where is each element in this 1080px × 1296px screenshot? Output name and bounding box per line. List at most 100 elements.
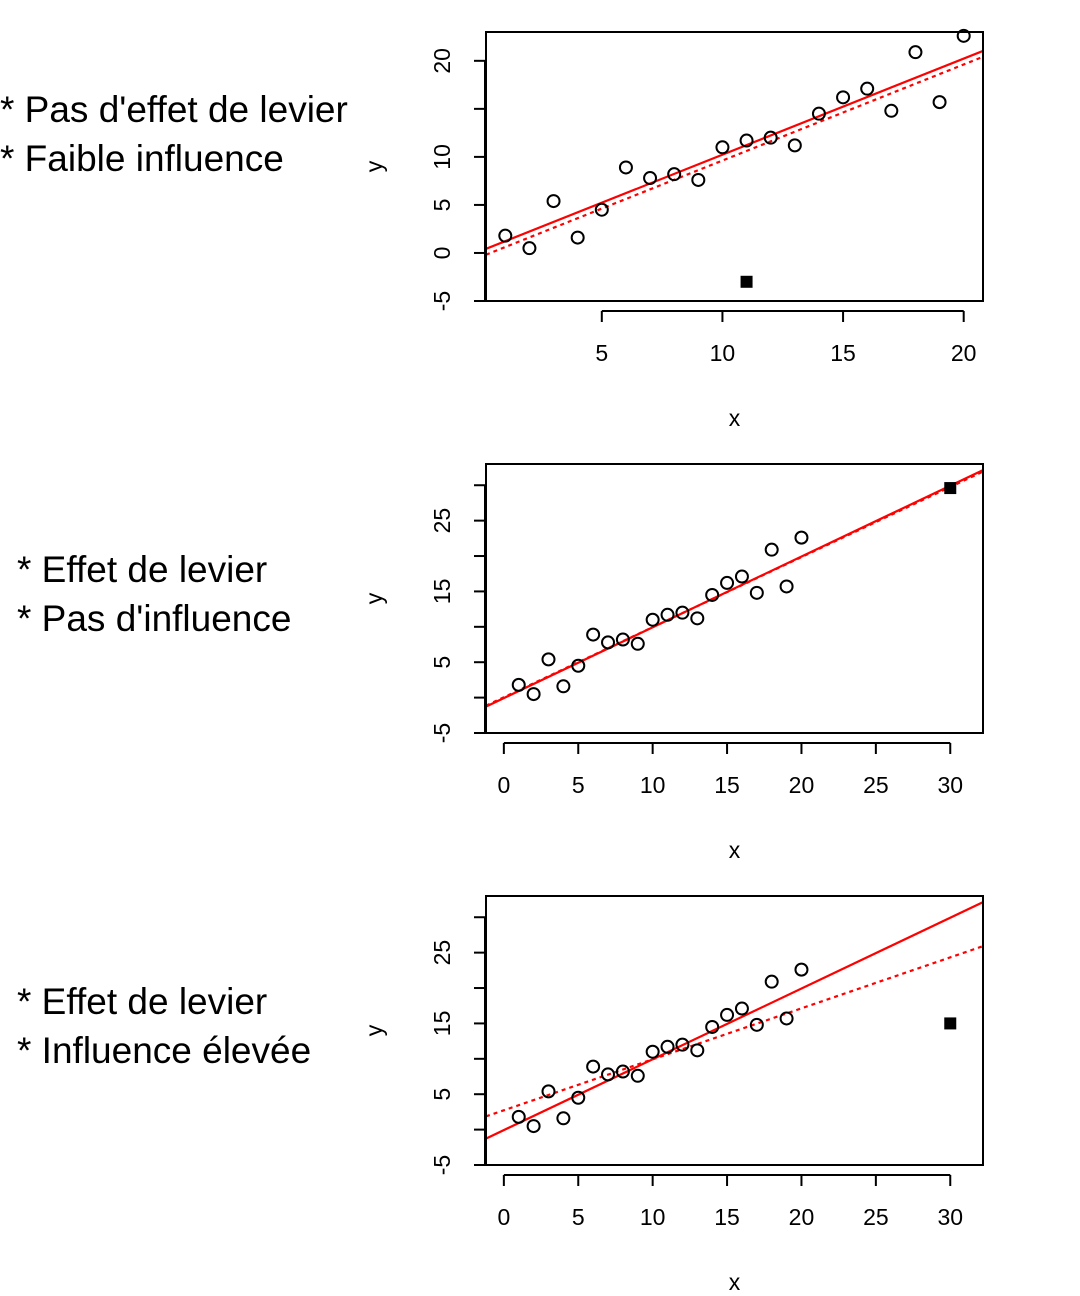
data-point <box>586 1059 601 1074</box>
x-tick-label: 30 <box>937 1204 963 1230</box>
y-tick-label: 15 <box>429 1011 455 1037</box>
x-axis-label: x <box>729 837 741 863</box>
y-tick-label: 20 <box>429 48 455 74</box>
x-tick-label: 15 <box>714 772 740 798</box>
data-point <box>794 530 809 545</box>
data-point <box>618 160 633 175</box>
x-tick-label: 25 <box>863 772 889 798</box>
data-point <box>586 627 601 642</box>
fit-line-dashed <box>486 470 983 707</box>
data-point <box>571 658 586 673</box>
y-tick-label: -5 <box>429 1155 455 1175</box>
data-point <box>675 1037 690 1052</box>
data-point <box>705 587 720 602</box>
data-point <box>541 652 556 667</box>
data-point <box>779 1011 794 1026</box>
data-point <box>763 130 778 145</box>
data-point <box>643 171 658 186</box>
data-point <box>779 579 794 594</box>
data-point <box>932 95 947 110</box>
fit-line-dashed <box>486 945 983 1118</box>
y-tick-label: 25 <box>429 940 455 966</box>
data-point <box>860 81 875 96</box>
data-point <box>690 1043 705 1058</box>
data-point <box>660 607 675 622</box>
y-tick-label: 0 <box>429 247 455 260</box>
data-point <box>836 90 851 105</box>
data-point <box>522 241 537 256</box>
y-axis-label: y <box>361 1024 387 1036</box>
data-point <box>956 28 971 43</box>
x-tick-label: 30 <box>937 772 963 798</box>
data-point <box>691 172 706 187</box>
data-point <box>720 575 735 590</box>
x-tick-label: 5 <box>595 340 608 366</box>
data-point <box>630 636 645 651</box>
data-point <box>645 612 660 627</box>
data-point <box>690 611 705 626</box>
chart-caption-line: * Pas d'influence <box>17 598 291 639</box>
data-point <box>601 635 616 650</box>
data-point <box>749 585 764 600</box>
x-axis-label: x <box>729 405 741 431</box>
y-tick-label: 15 <box>429 579 455 605</box>
data-point <box>645 1044 660 1059</box>
special-point <box>944 1017 957 1030</box>
x-tick-label: 10 <box>710 340 736 366</box>
chart-panel-3: * Effet de levier * Influence élevée 0 5 10 1… <box>17 895 984 1295</box>
y-tick-label: 5 <box>429 1088 455 1101</box>
data-point <box>511 677 526 692</box>
data-point <box>749 1017 764 1032</box>
chart-panel-1: * Pas d'effet de levier * Faible influenc… <box>0 28 984 431</box>
x-tick-label: 0 <box>497 772 510 798</box>
x-tick-label: 10 <box>640 1204 666 1230</box>
chart-caption-line: * Influence élevée <box>17 1030 311 1071</box>
y-tick-label: -5 <box>429 723 455 743</box>
chart-panel-2: * Effet de levier * Pas d'influence 0 5 10 15… <box>17 463 984 863</box>
data-point <box>811 106 826 121</box>
chart-caption-line: * Effet de levier <box>17 549 267 590</box>
data-point <box>630 1068 645 1083</box>
data-point <box>764 542 779 557</box>
data-point <box>667 167 682 182</box>
chart-caption-line: * Effet de levier <box>17 981 267 1022</box>
data-point <box>594 202 609 217</box>
data-point <box>526 1119 541 1134</box>
y-axis-label: y <box>361 160 387 172</box>
data-point <box>734 1001 749 1016</box>
data-point <box>546 194 561 209</box>
plot-frame <box>485 31 984 302</box>
data-point <box>660 1039 675 1054</box>
data-point <box>615 1064 630 1079</box>
data-point <box>908 45 923 60</box>
data-point <box>541 1084 556 1099</box>
data-point <box>675 605 690 620</box>
x-tick-label: 20 <box>789 1204 815 1230</box>
data-point <box>615 632 630 647</box>
data-point <box>705 1019 720 1034</box>
data-point <box>884 103 899 118</box>
x-tick-label: 15 <box>714 1204 740 1230</box>
data-point <box>498 228 513 243</box>
data-point <box>720 1007 735 1022</box>
y-tick-label: -5 <box>429 291 455 311</box>
data-point <box>556 679 571 694</box>
x-tick-label: 15 <box>830 340 856 366</box>
chart-caption-line: * Faible influence <box>0 138 284 179</box>
fit-line-solid <box>486 49 983 250</box>
x-axis-label: x <box>729 1269 741 1295</box>
special-point <box>944 482 957 495</box>
data-point <box>570 230 585 245</box>
data-point <box>787 138 802 153</box>
y-tick-label: 25 <box>429 508 455 534</box>
chart-caption-line: * Pas d'effet de levier <box>0 89 348 130</box>
y-tick-label: 10 <box>429 144 455 170</box>
data-point <box>739 133 754 148</box>
x-tick-label: 10 <box>640 772 666 798</box>
data-point <box>556 1111 571 1126</box>
data-point <box>526 687 541 702</box>
data-point <box>764 974 779 989</box>
x-tick-label: 25 <box>863 1204 889 1230</box>
x-tick-label: 20 <box>951 340 977 366</box>
